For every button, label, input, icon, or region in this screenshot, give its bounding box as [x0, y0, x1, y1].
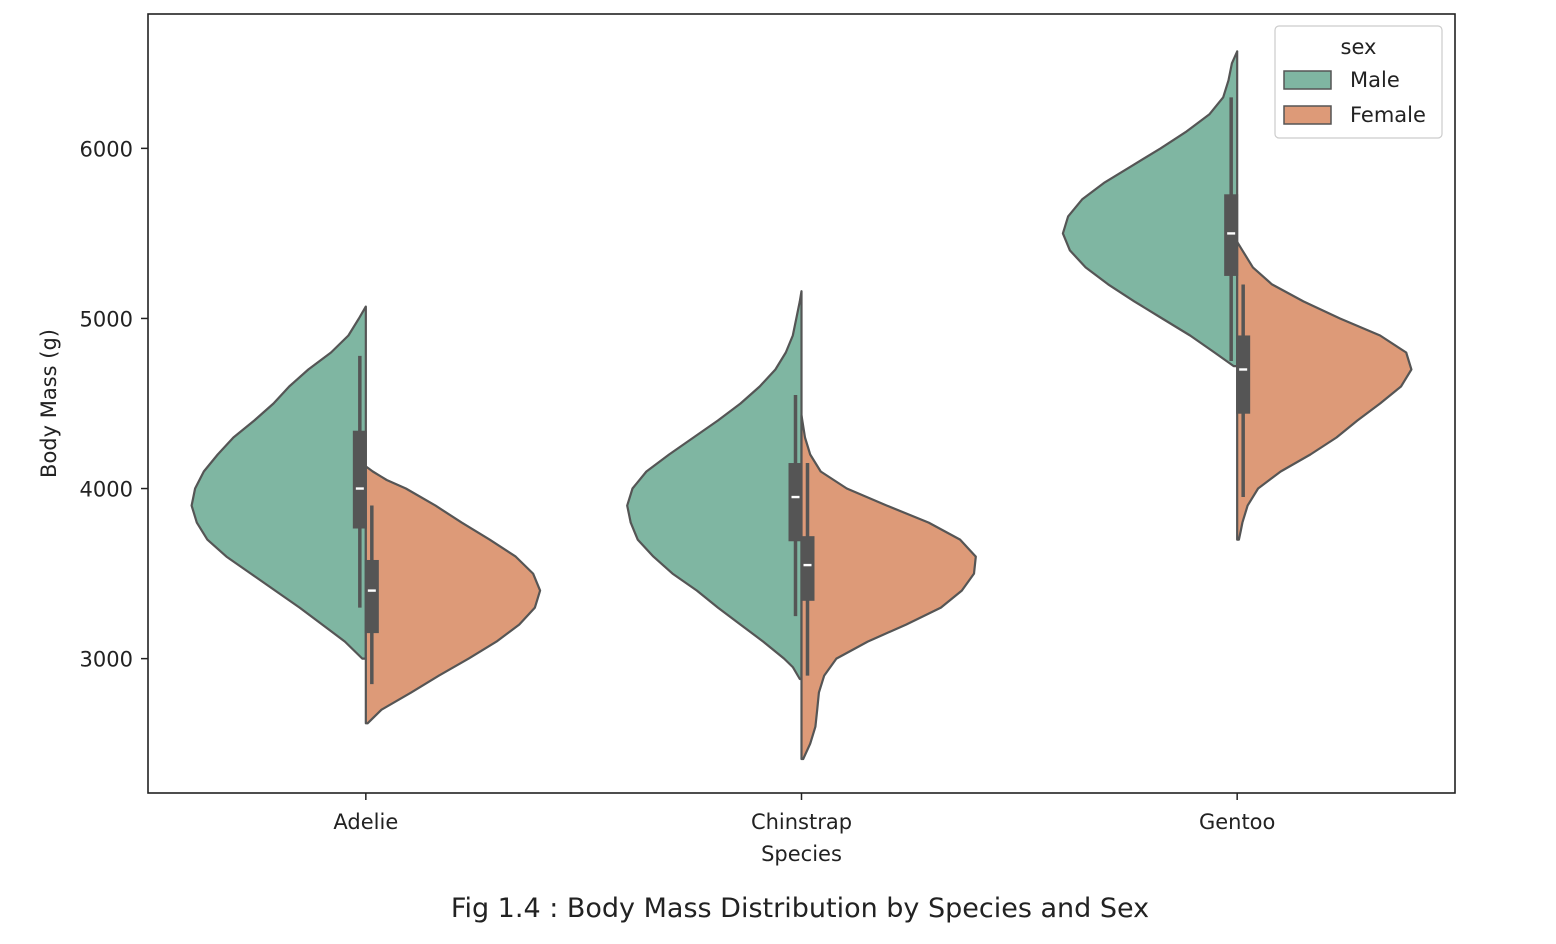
violin-male-adelie	[190, 305, 367, 660]
legend-label-female: Female	[1350, 103, 1426, 127]
legend-swatch-female	[1283, 105, 1332, 125]
y-tick-label-6000: 6000	[80, 137, 133, 161]
y-axis-label: Body Mass (g)	[37, 329, 61, 478]
x-tick-label-adelie: Adelie	[333, 810, 398, 834]
legend: sex Male Female	[1274, 25, 1443, 139]
x-tick-label-gentoo: Gentoo	[1199, 810, 1275, 834]
violin-group	[190, 50, 1413, 761]
inner-box-group	[352, 97, 1251, 685]
y-tick-label-4000: 4000	[80, 478, 133, 502]
figure-caption: Fig 1.4 : Body Mass Distribution by Spec…	[450, 893, 1150, 924]
y-axis: 3000 4000 5000 6000	[80, 137, 148, 672]
violin-male-gentoo	[1061, 50, 1239, 368]
violin-male-chinstrap	[626, 290, 803, 681]
iqr-box-male-adelie	[352, 430, 367, 529]
iqr-box-male-gentoo	[1224, 194, 1239, 276]
iqr-box-male-chinstrap	[788, 463, 803, 542]
violin-female-adelie	[364, 465, 542, 725]
violin-female-chinstrap	[800, 414, 977, 761]
legend-label-male: Male	[1350, 68, 1400, 92]
y-tick-label-3000: 3000	[80, 648, 133, 672]
x-axis: Adelie Chinstrap Gentoo	[333, 793, 1275, 834]
x-tick-label-chinstrap: Chinstrap	[751, 810, 852, 834]
iqr-box-female-adelie	[364, 559, 379, 634]
x-axis-label: Species	[761, 842, 842, 866]
iqr-box-female-gentoo	[1236, 335, 1251, 414]
iqr-box-female-chinstrap	[800, 536, 815, 601]
violin-female-gentoo	[1236, 240, 1413, 541]
legend-swatch-male	[1283, 70, 1332, 90]
y-tick-label-5000: 5000	[80, 307, 133, 331]
legend-title: sex	[1341, 35, 1377, 59]
